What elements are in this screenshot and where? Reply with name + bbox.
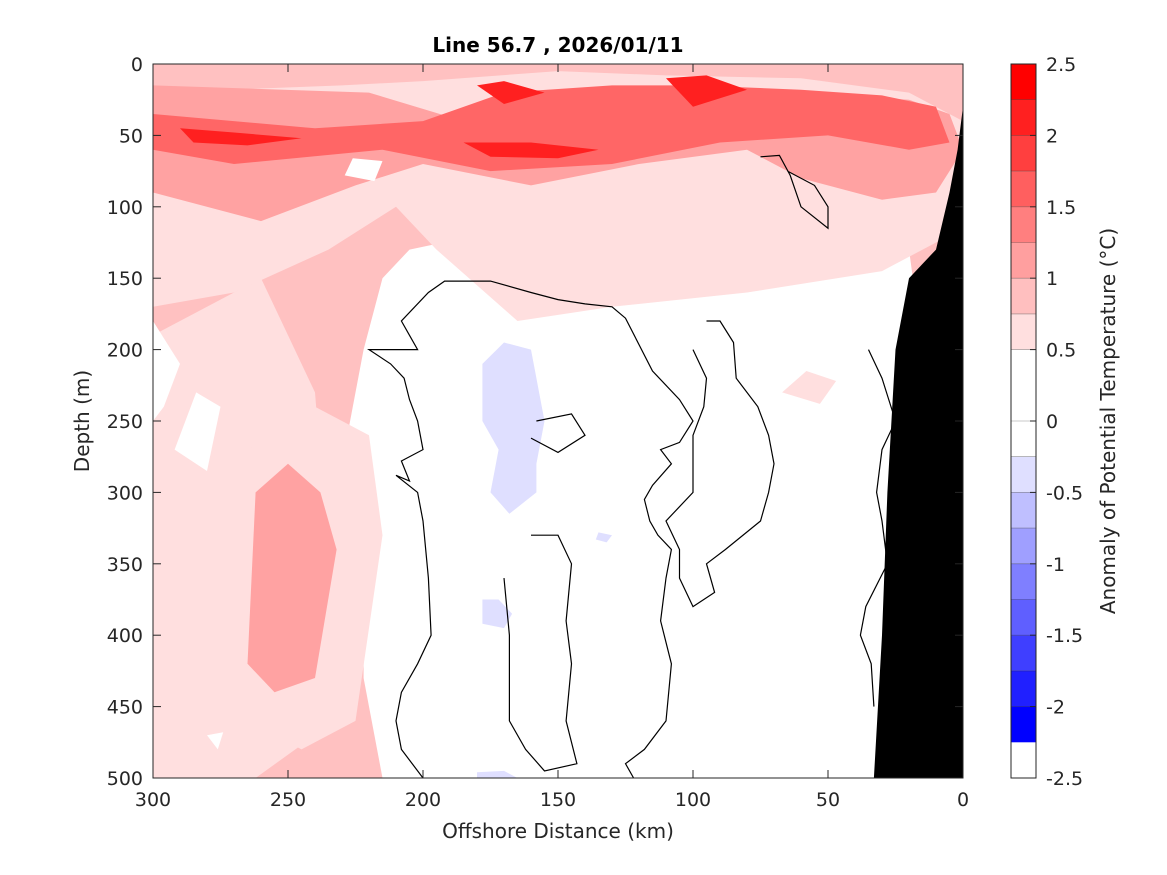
colorbar-swatch — [1011, 492, 1036, 529]
y-tick-label: 50 — [119, 125, 143, 147]
colorbar-swatch — [1011, 99, 1036, 136]
anomaly-region-10 — [153, 321, 180, 421]
anomaly-region-17 — [595, 532, 612, 543]
zero-contour-4 — [665, 320, 775, 608]
zero-contour-0 — [367, 280, 694, 778]
anomaly-region-15 — [482, 342, 545, 514]
chart-title: Line 56.7 , 2026/01/11 — [432, 33, 683, 57]
y-tick-label: 400 — [107, 625, 143, 647]
colorbar-swatch — [1011, 706, 1036, 743]
y-tick-label: 300 — [107, 482, 143, 504]
zero-contours — [367, 154, 897, 778]
colorbar-swatch — [1011, 599, 1036, 636]
y-tick-label: 450 — [107, 697, 143, 719]
colorbar-tick-label: 2 — [1046, 125, 1058, 147]
x-tick-label: 200 — [405, 789, 441, 811]
x-tick-label: 50 — [816, 789, 840, 811]
plot-area — [152, 63, 964, 779]
zero-contour-1 — [859, 349, 897, 707]
colorbar-tick-label: 2.5 — [1046, 54, 1076, 76]
colorbar-swatch — [1011, 349, 1036, 421]
y-tick-label: 200 — [107, 340, 143, 362]
colorbar-swatch — [1011, 278, 1036, 314]
y-axis-label: Depth (m) — [70, 370, 94, 472]
colorbar: 2.5 2 1.5 1 0.5 0 -0.5 -1 -1.5 -2 -2.5 — [1010, 54, 1083, 790]
zero-contour-5 — [760, 154, 829, 230]
anomaly-region-12 — [344, 158, 383, 182]
colorbar-label: Anomaly of Potential Temperature (°C) — [1096, 228, 1120, 614]
colorbar-swatch — [1011, 456, 1036, 493]
y-tick-label: 150 — [107, 268, 143, 290]
colorbar-swatch — [1011, 64, 1036, 100]
x-tick-label: 300 — [135, 789, 171, 811]
anomaly-region-16 — [482, 599, 513, 629]
y-axis: 0 50 100 150 200 250 300 350 400 450 500 — [107, 54, 963, 790]
anomaly-region-5 — [153, 85, 950, 172]
colorbar-swatch — [1011, 528, 1036, 564]
colorbar-tick-label: 0 — [1046, 411, 1058, 433]
anomaly-region-18 — [477, 770, 518, 778]
x-tick-label: 100 — [675, 789, 711, 811]
colorbar-tick-label: -1 — [1046, 554, 1065, 576]
colorbar-swatch — [1011, 670, 1036, 707]
colorbar-tick-label: -2.5 — [1046, 768, 1083, 790]
colorbar-swatch — [1011, 242, 1036, 279]
x-axis: 300 250 200 150 100 50 0 — [135, 64, 969, 811]
colorbar-tick-label: 1.5 — [1046, 197, 1076, 219]
colorbar-tick-label: 0.5 — [1046, 340, 1076, 362]
x-tick-label: 250 — [270, 789, 306, 811]
y-tick-label: 100 — [107, 197, 143, 219]
colorbar-tick-label: 1 — [1046, 268, 1058, 290]
y-tick-label: 350 — [107, 554, 143, 576]
colorbar-swatch — [1011, 171, 1036, 207]
colorbar-tick-label: -0.5 — [1046, 482, 1083, 504]
anomaly-region-7 — [463, 142, 599, 159]
zero-contour-3 — [503, 534, 578, 772]
anomaly-region-11 — [174, 392, 221, 471]
neutral-core-region — [347, 213, 923, 778]
anomaly-region-2 — [782, 371, 837, 404]
x-tick-label: 0 — [957, 789, 969, 811]
anomaly-region-6 — [180, 128, 302, 146]
anomaly-region-4 — [247, 463, 337, 693]
x-axis-label: Offshore Distance (km) — [442, 819, 674, 843]
colorbar-swatch — [1011, 135, 1036, 172]
colorbar-swatch — [1011, 206, 1036, 243]
zero-contour-2 — [530, 413, 586, 454]
colorbar-swatch — [1011, 421, 1036, 457]
colorbar-swatch — [1011, 635, 1036, 671]
anomaly-region-13 — [207, 732, 224, 750]
colorbar-tick-label: -1.5 — [1046, 625, 1083, 647]
colorbar-tick-label: -2 — [1046, 697, 1065, 719]
seafloor-mask — [873, 106, 963, 778]
anomaly-region-9 — [666, 75, 747, 107]
x-tick-label: 150 — [540, 789, 576, 811]
y-tick-label: 250 — [107, 411, 143, 433]
anomaly-fill-regions — [153, 64, 963, 778]
y-tick-label: 500 — [107, 768, 143, 790]
y-tick-label: 0 — [131, 54, 143, 76]
colorbar-swatch — [1011, 313, 1036, 350]
colorbar-swatch — [1011, 563, 1036, 600]
anomaly-region-8 — [477, 81, 545, 104]
seafloor-polygon — [873, 106, 963, 778]
